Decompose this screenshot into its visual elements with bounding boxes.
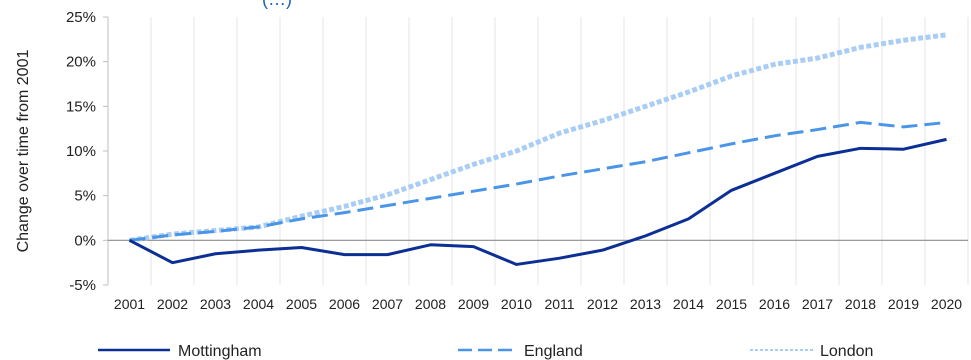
series-lines (128, 32, 947, 266)
y-tick-label: 20% (66, 54, 96, 71)
x-tick-label: 2018 (845, 296, 876, 312)
x-tick-labels: 2001 2002 2003 2004 2005 2006 2007 2008 2009 2010… (114, 296, 962, 312)
x-tick-label: 2014 (673, 296, 704, 312)
series-line-mottingham (128, 137, 947, 266)
legend-label: Mottingham (178, 343, 262, 360)
x-tick-label: 2019 (888, 296, 919, 312)
chart-title-fragment: (…) (262, 0, 292, 9)
x-tick-label: 2016 (759, 296, 790, 312)
x-tick-label: 2012 (587, 296, 618, 312)
y-tick-label: 0% (74, 232, 96, 249)
x-tick-label: 2006 (329, 296, 360, 312)
series-line-london (129, 32, 947, 243)
x-tick-label: 2007 (372, 296, 403, 312)
y-tick-label: -5% (69, 277, 96, 294)
y-tick-label: 15% (66, 98, 96, 115)
x-tick-label: 2003 (200, 296, 231, 312)
y-tick-labels: -5% 0% 5% 10% 15% 20% 25% (66, 9, 108, 294)
legend: Mottingham England London (98, 343, 873, 360)
legend-label: England (524, 343, 583, 360)
x-tick-label: 2011 (544, 296, 574, 312)
x-tick-label: 2017 (802, 296, 833, 312)
y-tick-label: 25% (66, 9, 96, 26)
x-tick-label: 2005 (286, 296, 317, 312)
x-tick-label: 2009 (458, 296, 489, 312)
y-tick-label: 5% (74, 188, 96, 205)
x-tick-label: 2013 (630, 296, 661, 312)
y-axis-label: Change over time from 2001 (15, 50, 32, 253)
x-tick-label: 2015 (716, 296, 747, 312)
x-tick-label: 2020 (931, 296, 962, 312)
x-tick-label: 2008 (415, 296, 446, 312)
x-tick-label: 2004 (243, 296, 274, 312)
y-tick-label: 10% (66, 143, 96, 160)
x-tick-label: 2002 (157, 296, 188, 312)
x-tick-label: 2010 (501, 296, 532, 312)
legend-label: London (820, 343, 873, 360)
x-tick-label: 2001 (114, 296, 145, 312)
